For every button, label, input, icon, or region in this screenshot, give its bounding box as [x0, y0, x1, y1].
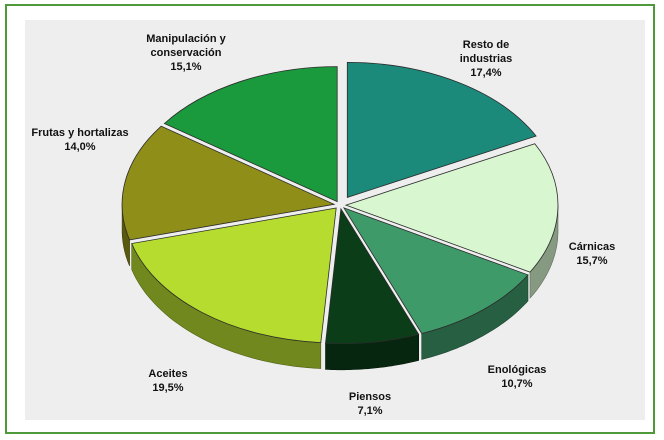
label-line: 10,7% — [501, 378, 532, 390]
label-line: Manipulación y — [146, 33, 226, 45]
label-resto-de-industrias: Resto de industrias 17,4% — [460, 39, 513, 79]
pie-slice-carnicas — [344, 143, 559, 273]
label-line: Enológicas — [488, 364, 547, 376]
label-line: Frutas y hortalizas — [31, 127, 128, 139]
label-line: conservación — [151, 47, 222, 59]
label-line: Cárnicas — [569, 241, 615, 253]
label-enologicas: Enológicas 10,7% — [488, 364, 547, 390]
pie-labels: Resto de industrias 17,4% Cárnicas 15,7% Enol… — [31, 33, 615, 417]
label-line: 15,1% — [170, 61, 201, 73]
label-aceites: Aceites 19,5% — [148, 368, 187, 394]
label-carnicas: Cárnicas 15,7% — [569, 241, 615, 267]
pie-slice-resto-de-industrias — [346, 61, 537, 198]
pie-slice-aceites — [131, 207, 337, 344]
label-line: 14,0% — [64, 141, 95, 153]
label-line: 17,4% — [470, 67, 501, 79]
label-line: 19,5% — [152, 382, 183, 394]
label-line: Aceites — [148, 368, 187, 380]
label-line: 15,7% — [576, 255, 607, 267]
pie-slice-enologicas — [342, 207, 529, 334]
pie-slice-piensos — [325, 207, 420, 345]
label-line: Piensos — [349, 391, 391, 403]
pie-slice-manipulacion-y-conservacion — [163, 66, 338, 203]
pie-slices — [121, 61, 559, 345]
label-line: 7,1% — [357, 405, 382, 417]
label-frutas-y-hortalizas: Frutas y hortalizas 14,0% — [31, 127, 128, 153]
label-line: Resto de — [463, 39, 509, 51]
label-piensos: Piensos 7,1% — [349, 391, 391, 417]
pie-slice-frutas-y-hortalizas — [121, 125, 336, 241]
label-line: industrias — [460, 53, 513, 65]
label-manipulacion-y-conservacion: Manipulación y conservación 15,1% — [146, 33, 226, 73]
